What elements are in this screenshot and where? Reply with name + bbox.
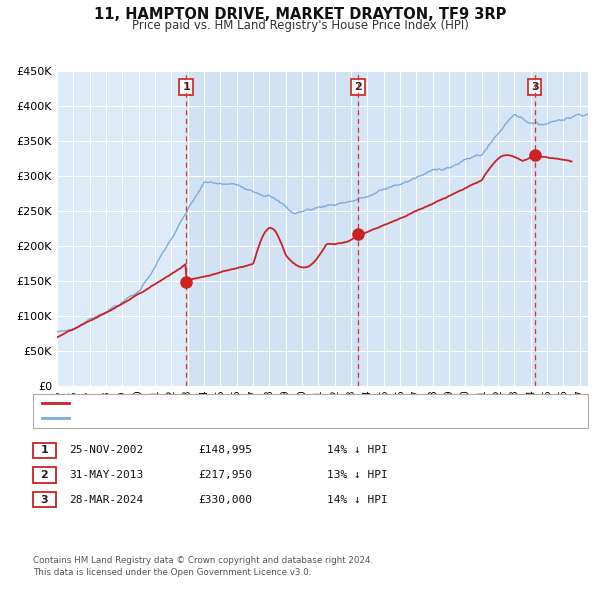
- Text: Price paid vs. HM Land Registry's House Price Index (HPI): Price paid vs. HM Land Registry's House …: [131, 19, 469, 32]
- Text: 14% ↓ HPI: 14% ↓ HPI: [327, 495, 388, 504]
- Text: 14% ↓ HPI: 14% ↓ HPI: [327, 445, 388, 455]
- Text: 13% ↓ HPI: 13% ↓ HPI: [327, 470, 388, 480]
- Text: This data is licensed under the Open Government Licence v3.0.: This data is licensed under the Open Gov…: [33, 568, 311, 576]
- Bar: [535, 71, 588, 386]
- Text: 28-MAR-2024: 28-MAR-2024: [69, 495, 143, 504]
- Text: £330,000: £330,000: [198, 495, 252, 504]
- Text: 1: 1: [41, 445, 48, 455]
- Text: HPI: Average price, detached house, Shropshire: HPI: Average price, detached house, Shro…: [72, 413, 310, 423]
- Text: 11, HAMPTON DRIVE, MARKET DRAYTON, TF9 3RP (detached house): 11, HAMPTON DRIVE, MARKET DRAYTON, TF9 3…: [72, 398, 411, 408]
- Text: 25-NOV-2002: 25-NOV-2002: [69, 445, 143, 455]
- Text: £217,950: £217,950: [198, 470, 252, 480]
- Text: 31-MAY-2013: 31-MAY-2013: [69, 470, 143, 480]
- Bar: [186, 71, 358, 386]
- Bar: [535, 71, 588, 386]
- Text: 3: 3: [531, 82, 539, 92]
- Text: 3: 3: [41, 495, 48, 504]
- Text: 2: 2: [354, 82, 362, 92]
- Text: £148,995: £148,995: [198, 445, 252, 455]
- Text: 1: 1: [182, 82, 190, 92]
- Text: 11, HAMPTON DRIVE, MARKET DRAYTON, TF9 3RP: 11, HAMPTON DRIVE, MARKET DRAYTON, TF9 3…: [94, 7, 506, 22]
- Text: Contains HM Land Registry data © Crown copyright and database right 2024.: Contains HM Land Registry data © Crown c…: [33, 556, 373, 565]
- Text: 2: 2: [41, 470, 48, 480]
- Bar: [358, 71, 535, 386]
